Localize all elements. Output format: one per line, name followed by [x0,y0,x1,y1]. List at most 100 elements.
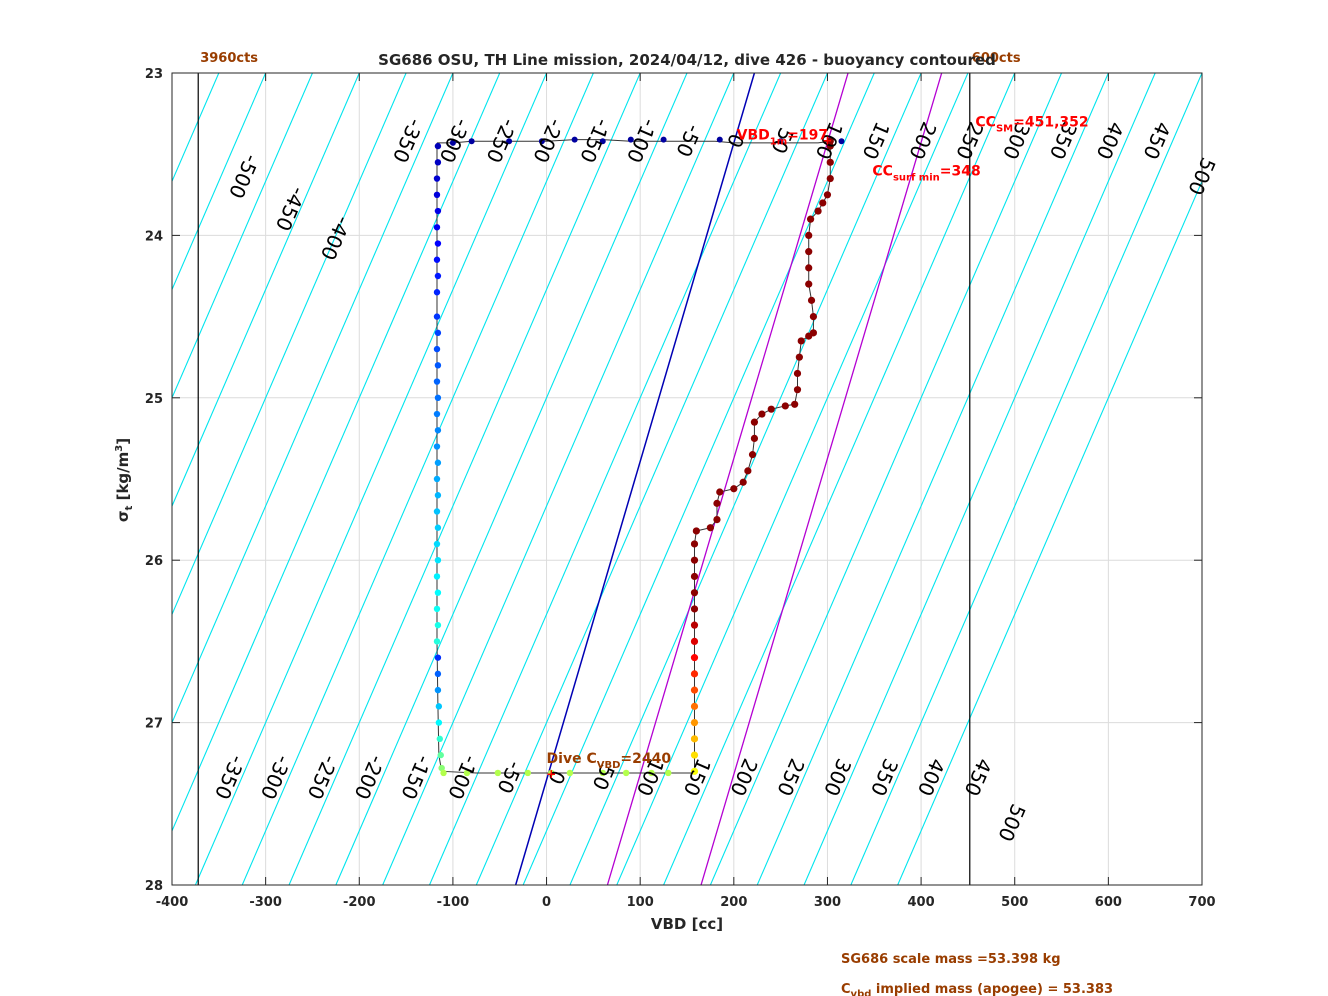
y-label-close: ] [114,438,132,445]
annotation-text: Dive C [547,751,597,767]
buoyancy-contour [475,73,828,885]
x-tick-label: 300 [814,895,841,910]
axes: -400 -300 -200 -100 0 100 200 300 400 500 600 700 23… [145,67,1216,910]
annotation-divec: Dive CVBD=2440 [547,751,672,771]
dive-point [434,589,442,596]
contour-label: 500 [993,801,1030,846]
climb-point [690,572,699,581]
contour-label: -200 [349,752,389,803]
surface-point [468,138,475,145]
climb-point [826,137,834,145]
surface-point [506,138,513,145]
neutral-buoyancy-line [514,73,756,885]
buoyancy-contour [756,73,1109,885]
dive-point [433,313,441,320]
climb-point [690,719,699,727]
climb-point [809,329,818,337]
surface-point [571,136,578,143]
dive-point [434,427,442,434]
x-tick-label: 0 [542,895,551,910]
contour-label: 200 [904,118,941,163]
x-axis-label: VBD [cc] [651,915,723,933]
dive-point [435,703,443,710]
buoyancy-contour [709,73,1063,885]
contour-label: -150 [575,115,615,166]
y-label-sup: 3 [114,445,125,452]
climb-point [690,556,699,564]
apogee-marker: + [546,767,556,781]
dive-point [434,654,442,661]
climb-point [716,488,724,496]
contour-label: 200 [725,755,762,800]
dive-point [433,378,441,385]
annotation-value: =197 [787,128,828,144]
dive-point [438,764,445,772]
climb-point [690,637,699,646]
dive-point [434,362,442,369]
y-label-unit: [kg/m [114,452,132,506]
dive-point [433,224,441,231]
footer-implied-mass: Cvbd implied mass (apogee) = 53.383 [841,982,1113,996]
buoyancy-contour [663,73,1016,885]
climb-point [767,405,775,413]
buoyancy-contour [897,179,1202,885]
dive-point [599,769,606,777]
contour-label: 300 [819,755,856,800]
count-limit-label: 600cts [972,51,1021,66]
climb-point [690,654,699,662]
plot-frame [171,72,1203,886]
dive-point [433,605,441,613]
annotation-sub: surf min [893,172,940,183]
buoyancy-contour [0,73,125,885]
contour-label: -50 [492,758,527,798]
climb-point [781,402,789,410]
dive-point [434,159,442,166]
annotation-sub: SM [996,124,1013,135]
buoyancy-contour [172,73,454,724]
dive-point [433,573,441,580]
y-tick-label: 25 [145,392,163,407]
climb-point [690,735,699,743]
buoyancy-contour [428,73,782,885]
y-tick-label: 26 [145,554,163,569]
climb-point [807,296,816,304]
climb-point [807,215,815,223]
climb-point [758,410,766,418]
buoyancy-limit-line [606,73,849,885]
climb-point [819,199,827,207]
dive-point [433,191,441,198]
contour-label: -350 [210,752,250,803]
climb-point [690,670,699,678]
buoyancy-contour [172,73,501,833]
y-tick-label: 27 [145,717,163,732]
buoyancy-contour [335,73,688,885]
climb-point [739,478,747,486]
dive-point [434,142,442,150]
annotation-ccsm: CCSM=451,352 [975,115,1088,135]
dive-point [434,272,442,280]
dive-point [433,256,441,263]
climb-point [805,231,813,239]
dive-point [434,207,442,215]
climb-point [748,451,757,459]
contour-label: -400 [316,213,356,264]
climb-point [690,702,699,710]
climb-point [713,516,721,524]
annotation-value: =451,352 [1013,115,1089,131]
buoyancy-contour [194,73,548,885]
dive-point [434,621,442,629]
contour-label: 250 [772,755,809,800]
annotation-value: =2440 [620,751,671,767]
x-tick-label: -300 [249,895,282,910]
buoyancy-contour [616,73,969,885]
dive-point [435,719,443,726]
dive-point [433,475,441,483]
climb-point [793,369,802,378]
contour-label: -300 [435,115,475,166]
buoyancy-contour [172,73,220,183]
dive-point [433,345,441,353]
chart-title: SG686 OSU, TH Line mission, 2024/04/12, … [378,51,996,69]
contour-label: 400 [1092,118,1129,163]
climb-point [744,467,752,475]
contour-label: 150 [857,118,894,163]
